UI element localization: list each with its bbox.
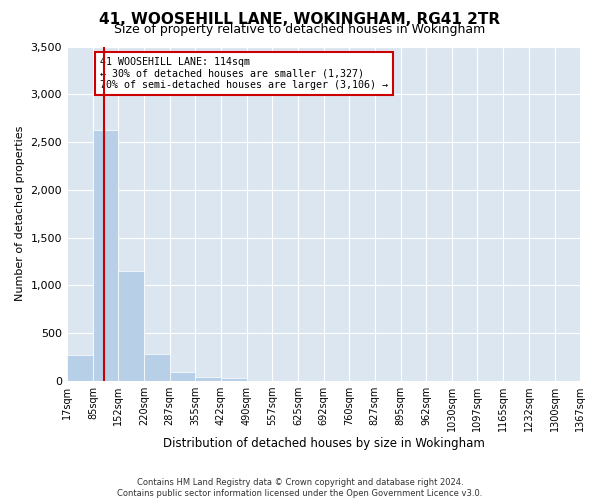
Bar: [118, 271, 144, 381]
Y-axis label: Number of detached properties: Number of detached properties: [15, 126, 25, 302]
Bar: [67, 356, 93, 381]
Text: Contains HM Land Registry data © Crown copyright and database right 2024.
Contai: Contains HM Land Registry data © Crown c…: [118, 478, 482, 498]
Text: 41, WOOSEHILL LANE, WOKINGHAM, RG41 2TR: 41, WOOSEHILL LANE, WOKINGHAM, RG41 2TR: [100, 12, 500, 28]
Bar: [93, 130, 118, 381]
Bar: [144, 354, 170, 381]
Text: Size of property relative to detached houses in Wokingham: Size of property relative to detached ho…: [115, 22, 485, 36]
Bar: [196, 377, 221, 381]
X-axis label: Distribution of detached houses by size in Wokingham: Distribution of detached houses by size …: [163, 437, 484, 450]
Bar: [170, 372, 196, 381]
Bar: [221, 378, 247, 381]
Text: 41 WOOSEHILL LANE: 114sqm
← 30% of detached houses are smaller (1,327)
70% of se: 41 WOOSEHILL LANE: 114sqm ← 30% of detac…: [100, 56, 388, 90]
